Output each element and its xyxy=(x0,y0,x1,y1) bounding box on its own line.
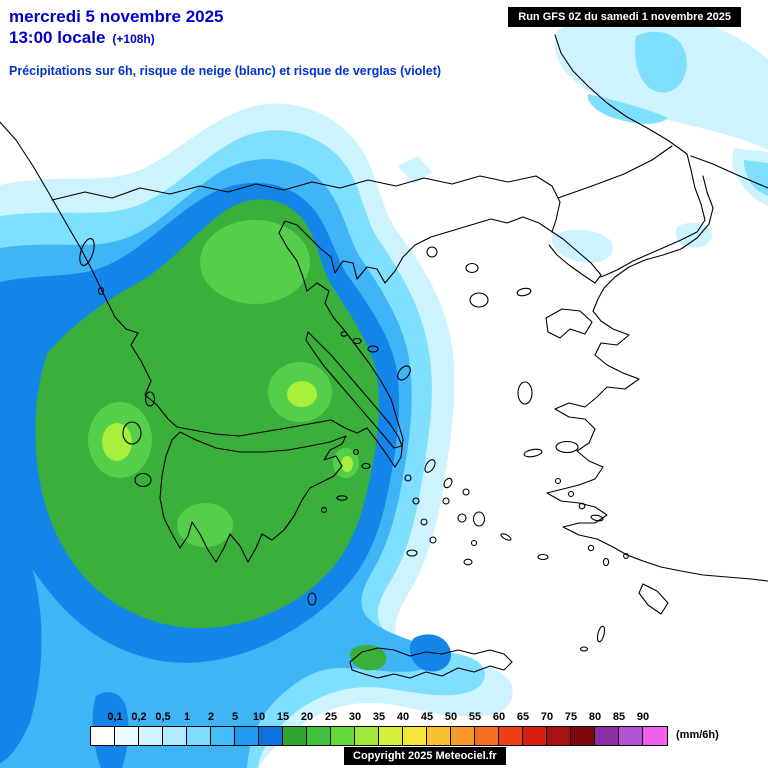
forecast-subtitle: Précipitations sur 6h, risque de neige (… xyxy=(9,64,442,78)
forecast-time-row: 13:00 locale (+108h) xyxy=(9,27,441,48)
legend-cell xyxy=(187,727,211,745)
precip-cyan-blacksea-streak xyxy=(587,94,668,124)
legend-cell xyxy=(547,727,571,745)
precip-cyan-blacksea-core xyxy=(634,31,687,93)
legend-cell xyxy=(91,727,115,745)
forecast-header: mercredi 5 novembre 2025 13:00 locale (+… xyxy=(9,6,441,78)
legend-threshold: 80 xyxy=(588,711,602,723)
coastline-layer xyxy=(0,34,768,679)
forecast-time: 13:00 locale xyxy=(9,28,106,47)
legend-threshold: 85 xyxy=(612,711,626,723)
precip-lightgreen-pelop xyxy=(177,503,233,547)
precipitation-legend: 0,1 0,2 0,5 1 2 5 10 15 20 25 30 35 40 45 50 55 60 65 70 75… xyxy=(90,711,750,746)
coastline-crete xyxy=(349,647,513,679)
border-turkey-bulgaria xyxy=(557,145,673,199)
coastline-anatolia-west xyxy=(546,175,768,582)
legend-cell xyxy=(163,727,187,745)
border-north-greece xyxy=(51,175,561,233)
coastline-balkan-greece-mainland xyxy=(0,121,602,468)
legend-cell xyxy=(523,727,547,745)
legend-threshold: 0,2 xyxy=(131,711,147,723)
precip-yellowgreen-small xyxy=(341,456,353,472)
legend-cell xyxy=(355,727,379,745)
legend-threshold: 0,5 xyxy=(155,711,171,723)
precip-pale-marmara-1 xyxy=(551,229,614,263)
legend-threshold: 25 xyxy=(324,711,338,723)
legend-threshold: 0,1 xyxy=(107,711,123,723)
legend-threshold: 35 xyxy=(372,711,386,723)
legend-cell xyxy=(283,727,307,745)
run-info-box: Run GFS 0Z du samedi 1 novembre 2025 xyxy=(508,7,741,27)
precip-blue-left-strip xyxy=(0,500,42,763)
precip-pale-marmara-2 xyxy=(675,222,713,248)
legend-threshold: 2 xyxy=(207,711,215,723)
precip-yellowgreen-attica xyxy=(287,381,317,407)
precip-pale-small xyxy=(398,156,432,184)
legend-cell xyxy=(619,727,643,745)
legend-cell xyxy=(475,727,499,745)
legend-labels: 0,1 0,2 0,5 1 2 5 10 15 20 25 30 35 40 45 50 55 60 65 70 75… xyxy=(90,711,750,726)
precip-green-main xyxy=(35,199,379,629)
legend-threshold: 75 xyxy=(564,711,578,723)
precip-cyan-right-edge xyxy=(744,160,768,196)
legend-threshold: 65 xyxy=(516,711,530,723)
legend-threshold: 10 xyxy=(252,711,266,723)
legend-threshold: 50 xyxy=(444,711,458,723)
legend-cell xyxy=(403,727,427,745)
islands xyxy=(79,238,669,652)
legend-cell xyxy=(259,727,283,745)
copyright-box: Copyright 2025 Meteociel.fr xyxy=(344,747,506,765)
legend-threshold: 90 xyxy=(636,711,650,723)
legend-cell xyxy=(139,727,163,745)
coastline-anatolia-blacksea xyxy=(690,155,768,189)
legend-threshold: 30 xyxy=(348,711,362,723)
legend-cell xyxy=(595,727,619,745)
precip-yellowgreen-ionian xyxy=(102,423,132,461)
legend-cell xyxy=(331,727,355,745)
legend-cell xyxy=(643,727,667,745)
legend-threshold: 60 xyxy=(492,711,506,723)
legend-threshold: 1 xyxy=(183,711,191,723)
legend-cell xyxy=(571,727,595,745)
legend-threshold: 20 xyxy=(300,711,314,723)
legend-unit: (mm/6h) xyxy=(676,729,719,741)
legend-threshold: 70 xyxy=(540,711,554,723)
coastline-peloponnese xyxy=(159,431,347,563)
forecast-date: mercredi 5 novembre 2025 xyxy=(9,7,224,26)
legend-cell xyxy=(115,727,139,745)
legend-cell xyxy=(451,727,475,745)
legend-cell xyxy=(427,727,451,745)
legend-cell xyxy=(235,727,259,745)
legend-bar xyxy=(90,726,668,746)
coastline-euboea xyxy=(305,331,403,449)
legend-cell xyxy=(307,727,331,745)
precip-lightgreen-north xyxy=(200,220,310,304)
precipitation-layer xyxy=(0,11,768,768)
legend-cell xyxy=(211,727,235,745)
forecast-offset: (+108h) xyxy=(112,32,155,46)
legend-cell xyxy=(499,727,523,745)
legend-threshold: 45 xyxy=(420,711,434,723)
legend-threshold: 40 xyxy=(396,711,410,723)
legend-threshold: 5 xyxy=(231,711,239,723)
coastline-thrace-marmara-blacksea xyxy=(554,34,706,278)
legend-cell xyxy=(379,727,403,745)
legend-threshold: 15 xyxy=(276,711,290,723)
precip-green-crete xyxy=(350,644,387,671)
legend-threshold: 55 xyxy=(468,711,482,723)
